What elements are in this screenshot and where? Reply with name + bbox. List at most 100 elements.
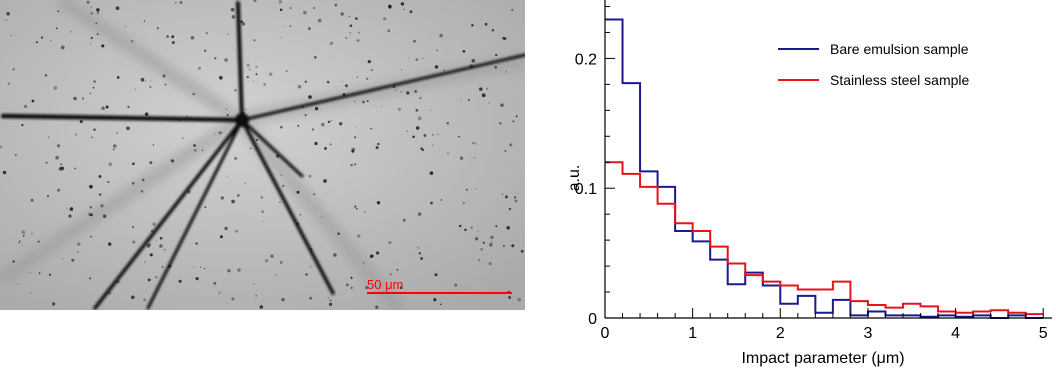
emulsion-grain bbox=[218, 75, 223, 80]
emulsion-grain bbox=[406, 91, 410, 95]
emulsion-grain bbox=[236, 193, 240, 197]
emulsion-grain bbox=[146, 243, 151, 248]
emulsion-grain bbox=[143, 20, 146, 22]
emulsion-grain bbox=[171, 35, 175, 39]
emulsion-grain bbox=[263, 83, 266, 86]
emulsion-grain bbox=[327, 297, 330, 299]
emulsion-grain bbox=[193, 148, 197, 152]
x-axis-title: Impact parameter (μm) bbox=[741, 350, 904, 367]
emulsion-grain bbox=[370, 254, 374, 258]
interaction-vertex bbox=[235, 113, 249, 127]
y-tick-label: 0 bbox=[588, 311, 597, 328]
emulsion-grain bbox=[152, 144, 155, 146]
emulsion-grain bbox=[421, 149, 424, 152]
emulsion-grain bbox=[375, 146, 379, 150]
emulsion-grain bbox=[143, 298, 147, 302]
emulsion-grain bbox=[57, 188, 61, 192]
emulsion-grain bbox=[259, 305, 264, 309]
emulsion-grain bbox=[275, 274, 277, 276]
emulsion-grain bbox=[45, 161, 48, 164]
legend-label-bare-emulsion: Bare emulsion sample bbox=[830, 41, 969, 57]
emulsion-grain bbox=[465, 188, 468, 191]
emulsion-grain bbox=[417, 246, 419, 249]
emulsion-grain bbox=[17, 283, 19, 285]
emulsion-grain bbox=[321, 122, 325, 127]
emulsion-grain bbox=[326, 80, 330, 84]
emulsion-grain bbox=[373, 104, 375, 106]
emulsion-grain bbox=[355, 17, 358, 20]
emulsion-grain bbox=[130, 39, 134, 43]
emulsion-grain bbox=[241, 22, 246, 26]
emulsion-grain bbox=[329, 302, 333, 306]
emulsion-grain bbox=[155, 240, 157, 242]
emulsion-grain bbox=[490, 241, 493, 243]
emulsion-grain bbox=[477, 230, 479, 232]
emulsion-grain bbox=[116, 132, 118, 134]
emulsion-grain bbox=[470, 226, 473, 229]
emulsion-grain bbox=[334, 3, 338, 7]
emulsion-grain bbox=[214, 57, 217, 60]
emulsion-grain bbox=[512, 120, 515, 123]
emulsion-grain bbox=[489, 243, 493, 247]
emulsion-grain bbox=[412, 135, 415, 139]
emulsion-grain bbox=[115, 6, 120, 11]
emulsion-grain bbox=[299, 214, 302, 216]
emulsion-grain bbox=[71, 207, 73, 209]
emulsion-grain bbox=[400, 2, 405, 6]
emulsion-grain bbox=[0, 145, 3, 149]
emulsion-grain bbox=[29, 292, 31, 294]
emulsion-grain bbox=[244, 182, 246, 185]
emulsion-grain bbox=[112, 148, 115, 151]
emulsion-grain bbox=[21, 244, 23, 246]
emulsion-grain bbox=[296, 190, 300, 194]
emulsion-grain bbox=[443, 69, 445, 72]
emulsion-grain bbox=[421, 58, 424, 60]
emulsion-grain bbox=[505, 195, 508, 199]
x-tick-label: 0 bbox=[601, 325, 610, 342]
emulsion-grain bbox=[89, 92, 92, 95]
emulsion-grain bbox=[354, 163, 357, 166]
emulsion-grain bbox=[89, 184, 93, 189]
emulsion-grain bbox=[458, 135, 460, 138]
emulsion-grain bbox=[261, 220, 263, 223]
emulsion-grain bbox=[68, 214, 72, 218]
emulsion-grain bbox=[240, 20, 244, 24]
track-up bbox=[236, 1, 244, 122]
emulsion-grain bbox=[344, 84, 348, 88]
legend-label-stainless-steel: Stainless steel sample bbox=[830, 72, 970, 88]
emulsion-grain bbox=[224, 226, 228, 231]
emulsion-grain bbox=[12, 68, 15, 71]
emulsion-grain bbox=[246, 63, 250, 67]
emulsion-grain bbox=[280, 174, 283, 176]
emulsion-grain bbox=[141, 178, 145, 182]
emulsion-grain bbox=[311, 128, 315, 131]
emulsion-grain bbox=[248, 68, 251, 71]
emulsion-grain bbox=[74, 133, 78, 136]
emulsion-grain bbox=[337, 232, 341, 236]
emulsion-grain bbox=[5, 19, 8, 21]
emulsion-grain bbox=[429, 171, 434, 175]
emulsion-grain bbox=[255, 138, 259, 142]
emulsion-grain bbox=[417, 116, 422, 121]
emulsion-grain bbox=[96, 33, 99, 35]
emulsion-grain bbox=[504, 149, 507, 152]
emulsion-grain bbox=[366, 77, 369, 80]
emulsion-grain bbox=[329, 143, 332, 146]
emulsion-grain bbox=[417, 212, 422, 216]
emulsion-grain bbox=[289, 25, 292, 28]
emulsion-grain bbox=[178, 279, 182, 283]
emulsion-grain bbox=[56, 144, 61, 148]
emulsion-grain bbox=[235, 229, 239, 233]
emulsion-grain bbox=[317, 18, 322, 23]
emulsion-grain bbox=[175, 2, 177, 4]
emulsion-grain bbox=[313, 56, 317, 59]
emulsion-grain bbox=[6, 12, 10, 16]
impact-parameter-chart: 0 1 2 3 4 5 0 0.1 0.2 a.u. Impact parameter (μm)… bbox=[566, 0, 1052, 367]
emulsion-grain bbox=[339, 122, 343, 126]
y-axis-title: a.u. bbox=[566, 165, 583, 192]
emulsion-grain bbox=[57, 10, 60, 12]
emulsion-grain bbox=[113, 144, 117, 148]
emulsion-grain bbox=[218, 131, 222, 135]
emulsion-grain bbox=[346, 283, 349, 287]
emulsion-grain bbox=[329, 41, 334, 45]
